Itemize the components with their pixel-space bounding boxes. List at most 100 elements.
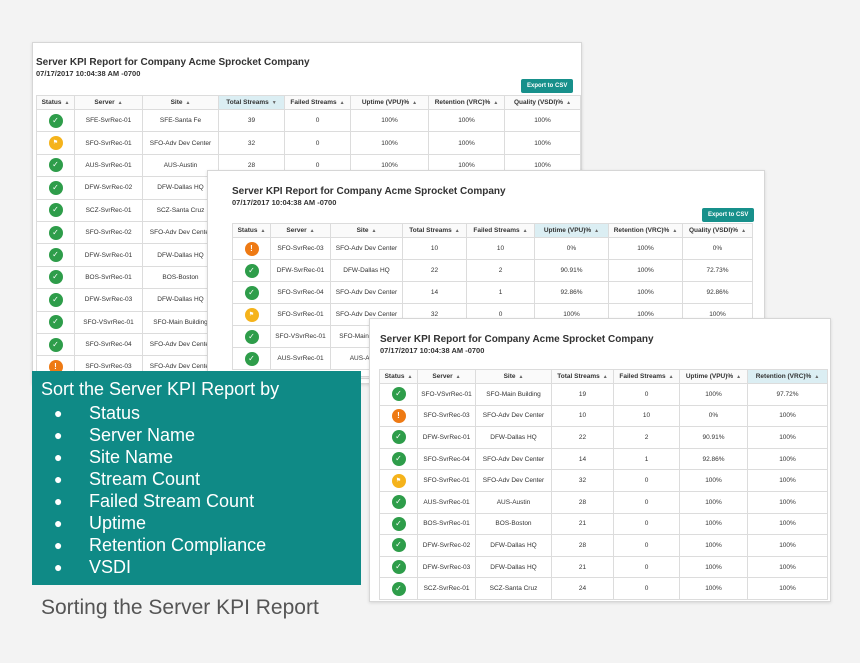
column-header-quality[interactable]: Quality (VSDI)% ▲ [682,223,753,238]
column-header-retention[interactable]: Retention (VRC)% ▲ [608,223,683,238]
column-header-label: Site [170,99,183,106]
server-cell: SFO-VSvrRec-01 [417,383,476,406]
sort-arrow-icon[interactable]: ▼ [271,100,277,106]
sort-arrow-icon[interactable]: ▲ [117,100,123,106]
retention-cell: 100% [747,447,828,471]
sort-option-item: ● VSDI [32,556,266,578]
total-streams-cell: 10 [551,404,614,428]
sort-arrow-icon[interactable]: ▲ [64,100,70,106]
table-row: ✓ SFE-SvrRec-01 SFE-Santa Fe 39 0 100% 100% 100… [36,108,581,133]
retention-cell: 97.72% [747,383,828,406]
column-header-total-streams[interactable]: Total Streams ▲ [402,223,467,238]
sort-option-item: ● Status [32,402,266,424]
sort-arrow-icon[interactable]: ▲ [339,100,345,106]
sort-arrow-icon[interactable]: ▲ [412,100,418,106]
column-header-server[interactable]: Server ▲ [417,369,476,384]
table-row: ✓ DFW-SvrRec-02 DFW-Dallas HQ 28 0 100% 100% [379,534,828,557]
status-warning-icon: ⚑ [48,136,63,151]
column-header-status[interactable]: Status ▲ [379,369,418,384]
bullet-icon: ● [54,405,63,421]
column-header-label: Site [356,227,369,234]
sort-arrow-icon[interactable]: ▲ [518,374,524,380]
column-header-quality[interactable]: Quality (VSDI)% ▲ [504,95,581,110]
failed-streams-cell: 0 [613,534,680,557]
column-header-retention[interactable]: Retention (VRC)% ▲ [428,95,505,110]
sort-arrow-icon[interactable]: ▲ [741,228,747,234]
status-cell: ✓ [232,259,271,282]
sort-arrow-icon[interactable]: ▲ [594,228,600,234]
bullet-icon: ● [54,471,63,487]
failed-streams-cell: 0 [613,469,680,492]
sort-arrow-icon[interactable]: ▲ [736,374,742,380]
uptime-cell: 100% [679,577,748,600]
column-header-uptime[interactable]: Uptime (VPU)% ▲ [534,223,609,238]
sort-option-label: Stream Count [89,469,201,489]
sort-arrow-icon[interactable]: ▲ [672,228,678,234]
server-cell: SFO-VSvrRec-01 [270,325,331,348]
status-cell: ⚑ [232,303,271,326]
bullet-icon: ● [54,493,63,509]
site-cell: SFO-Main Building [142,310,219,334]
sort-arrow-icon[interactable]: ▲ [522,228,528,234]
status-cell: ✓ [379,490,418,514]
server-cell: SFO-SvrRec-04 [74,332,143,357]
sort-arrow-icon[interactable]: ▲ [493,100,499,106]
sort-options-box: Sort the Server KPI Report by ● Status ● Se… [32,371,361,585]
site-cell: SFE-Santa Fe [142,108,219,133]
sort-arrow-icon[interactable]: ▲ [668,374,674,380]
column-header-uptime[interactable]: Uptime (VPU)% ▲ [679,369,748,384]
export-csv-button[interactable]: Export to CSV [702,208,755,222]
sort-arrow-icon[interactable]: ▲ [371,228,377,234]
sort-arrow-icon[interactable]: ▲ [455,374,461,380]
table-row: ✓ DFW-SvrRec-03 DFW-Dallas HQ 21 0 100% 100% [379,555,828,579]
status-ok-icon: ✓ [48,292,63,307]
status-ok-icon: ✓ [391,387,406,402]
failed-streams-cell: 0 [284,108,351,133]
column-header-total-streams[interactable]: Total Streams ▼ [218,95,285,110]
column-header-failed-streams[interactable]: Failed Streams ▲ [613,369,680,384]
column-header-retention[interactable]: Retention (VRC)% ▲ [747,369,828,384]
column-header-label: Status [384,373,405,380]
sort-option-item: ● Uptime [32,512,266,534]
status-cell: ✓ [36,198,75,222]
column-header-uptime[interactable]: Uptime (VPU)% ▲ [350,95,429,110]
column-header-label: Failed Streams [290,99,337,106]
sort-arrow-icon[interactable]: ▲ [185,100,191,106]
column-header-failed-streams[interactable]: Failed Streams ▲ [284,95,351,110]
server-cell: DFW-SvrRec-03 [417,555,476,579]
retention-cell: 100% [428,131,505,155]
status-cell: ! [232,237,271,260]
server-cell: DFW-SvrRec-02 [417,534,476,557]
column-header-server[interactable]: Server ▲ [270,223,331,238]
sort-arrow-icon[interactable]: ▲ [566,100,572,106]
column-header-failed-streams[interactable]: Failed Streams ▲ [466,223,535,238]
failed-streams-cell: 2 [466,259,535,282]
site-cell: SFO-Adv Dev Center [475,447,552,471]
sort-arrow-icon[interactable]: ▲ [814,374,820,380]
column-header-status[interactable]: Status ▲ [232,223,271,238]
total-streams-cell: 28 [551,490,614,514]
sort-arrow-icon[interactable]: ▲ [602,374,608,380]
sort-arrow-icon[interactable]: ▲ [454,228,460,234]
server-cell: AUS-SvrRec-01 [270,347,331,370]
column-header-site[interactable]: Site ▲ [330,223,403,238]
sort-arrow-icon[interactable]: ▲ [407,374,413,380]
sort-arrow-icon[interactable]: ▲ [309,228,315,234]
column-header-total-streams[interactable]: Total Streams ▲ [551,369,614,384]
status-error-icon: ! [391,408,406,423]
failed-streams-cell: 1 [466,281,535,304]
column-header-status[interactable]: Status ▲ [36,95,75,110]
column-header-site[interactable]: Site ▲ [142,95,219,110]
status-cell: ✓ [36,243,75,267]
server-cell: SFO-SvrRec-01 [270,303,331,326]
failed-streams-cell: 0 [613,383,680,406]
sort-arrow-icon[interactable]: ▲ [260,228,266,234]
retention-cell: 100% [747,469,828,492]
export-csv-button[interactable]: Export to CSV [521,79,574,93]
table-row: ✓ SFO-SvrRec-04 SFO-Adv Dev Center 14 1 92.86… [232,281,753,304]
status-ok-icon: ✓ [48,315,63,330]
status-error-icon: ! [48,359,63,374]
column-header-server[interactable]: Server ▲ [74,95,143,110]
failed-streams-cell: 0 [613,577,680,600]
column-header-site[interactable]: Site ▲ [475,369,552,384]
